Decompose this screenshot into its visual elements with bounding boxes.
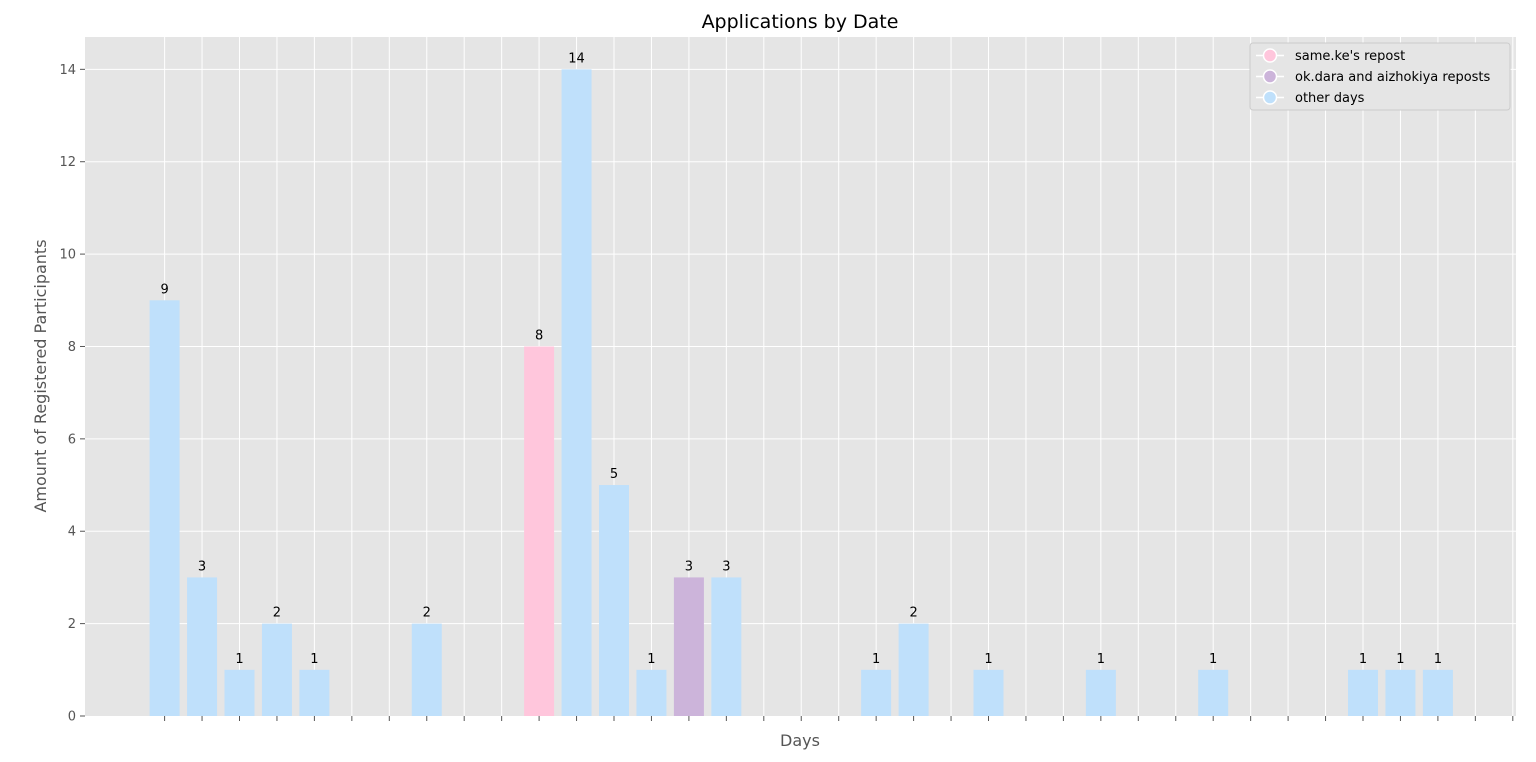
y-tick-label-2: 4: [68, 525, 76, 540]
legend-label-2: other days: [1295, 91, 1365, 106]
bar-18: [1385, 669, 1416, 716]
bar-12: [861, 669, 892, 716]
data-labels: 9 3 1 2 1 2 8 14 5 1 3 3 1 2 1 1 1 1 1 1: [160, 51, 1442, 666]
data-label-7: 14: [568, 51, 585, 66]
bar-11: [711, 577, 742, 716]
legend-box: [1249, 42, 1511, 111]
bar-1: [187, 577, 218, 716]
data-label-14: 1: [984, 652, 992, 667]
data-label-13: 2: [909, 606, 917, 621]
data-label-11: 3: [722, 559, 730, 574]
chart-title: Applications by Date: [702, 11, 899, 33]
data-label-8: 5: [610, 467, 618, 482]
legend-marker-0: [1262, 48, 1278, 63]
data-label-18: 1: [1396, 652, 1404, 667]
bar-9: [636, 669, 667, 716]
legend-label-0: same.ke's repost: [1295, 49, 1405, 64]
bar-3: [261, 623, 292, 716]
bar-14: [973, 669, 1004, 716]
bar-6: [524, 346, 555, 716]
data-label-6: 8: [535, 328, 543, 343]
data-label-5: 2: [423, 606, 431, 621]
bar-8: [599, 485, 629, 716]
data-label-12: 1: [872, 652, 880, 667]
y-tick-label-1: 2: [68, 617, 76, 632]
bar-19: [1422, 669, 1453, 716]
bar-17: [1348, 669, 1378, 716]
y-tick-label-5: 10: [59, 248, 76, 263]
data-label-9: 1: [647, 652, 655, 667]
data-label-4: 1: [310, 652, 318, 667]
plot-area: [85, 37, 1516, 716]
data-label-2: 1: [235, 652, 243, 667]
data-label-1: 3: [198, 559, 206, 574]
legend-marker-2: [1262, 90, 1278, 105]
data-label-3: 2: [273, 606, 281, 621]
y-axis-label: Amount of Registered Participants: [31, 239, 50, 512]
y-tick-label-4: 8: [68, 340, 76, 355]
data-label-19: 1: [1434, 652, 1442, 667]
legend: same.ke's repost ok.dara and aizhokiya re…: [1249, 42, 1511, 111]
bar-13: [898, 623, 929, 716]
x-axis-label: Days: [780, 731, 820, 750]
y-tick-label-0: 0: [68, 710, 76, 725]
data-label-17: 1: [1359, 652, 1367, 667]
bar-7: [561, 69, 592, 717]
bars: [149, 69, 1453, 717]
bar-10: [673, 577, 704, 716]
y-tick-label-3: 6: [68, 432, 76, 447]
y-tick-label-7: 14: [59, 63, 76, 78]
bar-16: [1198, 669, 1229, 716]
y-tick-label-6: 12: [59, 155, 76, 170]
legend-marker-1: [1262, 69, 1278, 84]
data-label-15: 1: [1097, 652, 1105, 667]
bar-15: [1085, 669, 1116, 716]
data-label-0: 9: [160, 282, 168, 297]
bar-5: [411, 623, 442, 716]
data-label-16: 1: [1209, 652, 1217, 667]
legend-label-1: ok.dara and aizhokiya reposts: [1295, 70, 1491, 85]
data-label-10: 3: [685, 559, 693, 574]
bar-2: [224, 669, 255, 716]
bar-0: [149, 300, 180, 716]
bar-4: [299, 669, 330, 716]
